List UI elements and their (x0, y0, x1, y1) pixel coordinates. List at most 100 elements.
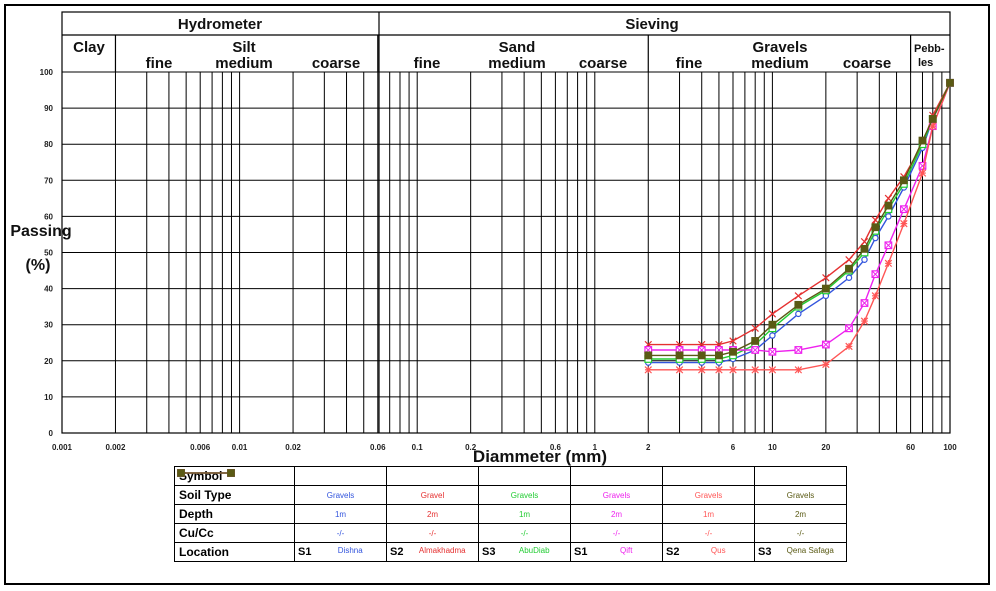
data-point (768, 320, 777, 329)
legend-row-label: Cu/Cc (174, 523, 295, 543)
legend-location-cell: S2 Almakhadma (386, 542, 479, 562)
data-point (675, 366, 684, 374)
legend-cucc: -/- (570, 523, 663, 543)
gravels-coarse-label: coarse (843, 55, 891, 72)
grain-size-chart: Hydrometer Sieving Clay Silt fine medium… (10, 11, 957, 466)
data-point (729, 347, 737, 356)
x-tick-label: 10 (768, 443, 777, 452)
sand-medium-label: medium (488, 55, 546, 72)
silt-medium-label: medium (215, 55, 273, 72)
data-point (822, 360, 830, 369)
data-point (899, 205, 908, 214)
hydrometer-header: Hydrometer (178, 16, 262, 33)
site-tag: S2 (666, 546, 680, 558)
silt-header: Silt (232, 39, 255, 56)
legend-soil-type: Gravel (386, 485, 479, 505)
y-tick-label: 70 (44, 176, 53, 185)
sand-fine-label: fine (414, 55, 441, 72)
data-point (845, 264, 853, 273)
x-tick-label: 0.6 (550, 443, 562, 452)
data-point (918, 169, 927, 177)
data-point (928, 115, 937, 123)
y-tick-label: 50 (44, 249, 53, 258)
legend-location-cell: S3 AbuDiab (478, 542, 571, 562)
data-point (751, 324, 759, 333)
legend-marker (176, 468, 185, 477)
data-point (751, 366, 759, 374)
x-tick-label: 0.02 (285, 443, 301, 452)
data-point (899, 176, 908, 185)
data-point (751, 346, 760, 354)
data-point (884, 259, 893, 268)
legend-depth: 2m (570, 504, 663, 524)
legend-depth: 1m (294, 504, 387, 524)
legend-depth: 1m (478, 504, 571, 524)
y-tick-label: 20 (44, 357, 53, 366)
data-point (768, 310, 777, 318)
y-tick-label: 10 (44, 393, 53, 402)
legend-row-depth: Depth 1m 2m 1m 2m 1m 2m (174, 504, 847, 524)
data-point (794, 292, 803, 300)
location-name: Qena Safaga (786, 546, 834, 555)
x-tick-label: 100 (943, 443, 957, 452)
y-tick-label: 0 (49, 429, 54, 438)
figure-frame (4, 4, 990, 585)
legend-soil-type: Gravels (570, 485, 663, 505)
x-tick-label: 0.002 (105, 443, 126, 452)
site-tag: S3 (482, 546, 496, 558)
legend-symbol-cell (176, 466, 479, 486)
curve-series-6 (644, 78, 954, 360)
legend-location-cell: S2 Qus (662, 542, 755, 562)
legend-cucc: -/- (754, 523, 847, 543)
data-point (845, 274, 853, 282)
data-point (795, 310, 802, 318)
legend-symbol-cell (176, 466, 755, 486)
legend-symbol-cell (176, 466, 571, 486)
legend-depth: 2m (386, 504, 479, 524)
curve-series-1 (645, 79, 954, 366)
data-point (845, 255, 853, 264)
legend-depth: 2m (754, 504, 847, 524)
data-point (644, 351, 653, 360)
data-point (871, 223, 880, 232)
data-point (900, 219, 908, 228)
data-point (871, 292, 880, 300)
legend-cucc: -/- (294, 523, 387, 543)
data-point (872, 234, 879, 242)
silt-coarse-label: coarse (312, 55, 360, 72)
pebbles-label-line1: Pebb- (914, 43, 945, 55)
gravels-medium-label: medium (751, 55, 809, 72)
x-tick-label: 20 (821, 443, 830, 452)
location-name: Dishna (337, 546, 363, 555)
data-point (860, 299, 869, 307)
legend-symbol-cell (176, 466, 847, 486)
data-point (697, 351, 706, 360)
data-point (675, 351, 684, 360)
legend-cucc: -/- (386, 523, 479, 543)
legend-location-cell: S3 Qena Safaga (754, 542, 847, 562)
data-point (715, 351, 723, 360)
x-tick-label: 0.001 (52, 443, 73, 452)
sand-header: Sand (499, 39, 536, 56)
data-point (768, 347, 777, 356)
location-name: AbuDiab (518, 546, 550, 555)
curve-line (648, 82, 951, 371)
y-tick-label: 40 (44, 285, 53, 294)
x-tick-label: 0.006 (190, 443, 211, 452)
data-point (769, 332, 776, 339)
data-point (768, 366, 777, 374)
x-tick-label: 6 (731, 443, 736, 452)
y-tick-label: 30 (44, 321, 53, 330)
data-point (729, 366, 737, 374)
x-axis-label: Diammeter (mm) (473, 447, 607, 466)
legend-row-location: Location S1 Dishna S2 Almakhadma S3 AbuDiab… (174, 542, 847, 562)
legend-row-symbol: Symbol (174, 466, 847, 486)
x-tick-label: 0.01 (232, 443, 248, 452)
data-point (871, 270, 880, 279)
data-point (794, 300, 803, 309)
data-point (729, 337, 737, 345)
legend-symbol-s3-qena-safaga (176, 468, 235, 477)
y-tick-label: 100 (40, 68, 54, 77)
legend-location-cell: S1 Dishna (294, 542, 387, 562)
data-point (794, 346, 803, 354)
